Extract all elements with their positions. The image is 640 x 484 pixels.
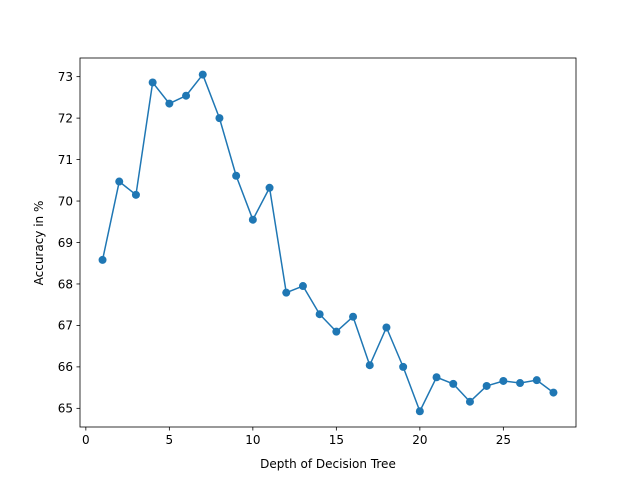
series-line xyxy=(101,73,554,412)
data-point xyxy=(248,215,257,224)
data-point xyxy=(499,376,508,385)
x-tick-label: 20 xyxy=(412,433,427,447)
data-point xyxy=(98,255,107,264)
y-tick-label: 72 xyxy=(58,111,73,125)
x-axis-ticks: 0 5 10 15 20 25 xyxy=(82,427,511,447)
data-point xyxy=(449,379,458,388)
plot-marks xyxy=(98,70,558,416)
data-point xyxy=(549,388,558,397)
data-point xyxy=(332,327,341,336)
x-tick-label: 0 xyxy=(82,433,90,447)
data-point xyxy=(265,183,274,192)
x-tick-label: 15 xyxy=(329,433,344,447)
y-tick-label: 66 xyxy=(58,360,73,374)
data-point xyxy=(315,310,324,319)
y-tick-label: 67 xyxy=(58,319,73,333)
data-point xyxy=(115,177,124,186)
data-point xyxy=(365,361,374,370)
x-axis-label: Depth of Decision Tree xyxy=(260,457,396,471)
y-axis-label: Accuracy in % xyxy=(32,201,46,286)
data-point xyxy=(532,376,541,385)
y-tick-label: 65 xyxy=(58,402,73,416)
data-point xyxy=(482,381,491,390)
data-point xyxy=(415,407,424,416)
y-tick-label: 71 xyxy=(58,153,73,167)
x-tick-label: 5 xyxy=(166,433,174,447)
y-tick-label: 68 xyxy=(58,277,73,291)
data-point xyxy=(182,91,191,100)
data-point xyxy=(298,282,307,291)
y-axis-ticks: 65 66 67 68 69 70 71 72 73 xyxy=(58,70,80,416)
data-point xyxy=(232,171,241,180)
data-point xyxy=(382,323,391,332)
data-point xyxy=(282,288,291,297)
y-tick-label: 69 xyxy=(58,236,73,250)
y-tick-label: 70 xyxy=(58,194,73,208)
x-tick-label: 25 xyxy=(496,433,511,447)
y-tick-label: 73 xyxy=(58,70,73,84)
data-point xyxy=(465,397,474,406)
data-point xyxy=(399,362,408,371)
data-point xyxy=(215,114,224,123)
data-point xyxy=(432,373,441,382)
x-tick-label: 10 xyxy=(245,433,260,447)
data-point xyxy=(148,78,157,87)
data-point xyxy=(198,70,207,79)
data-point xyxy=(131,190,140,199)
data-point xyxy=(349,312,358,321)
data-point xyxy=(516,379,525,388)
data-point xyxy=(165,99,174,108)
